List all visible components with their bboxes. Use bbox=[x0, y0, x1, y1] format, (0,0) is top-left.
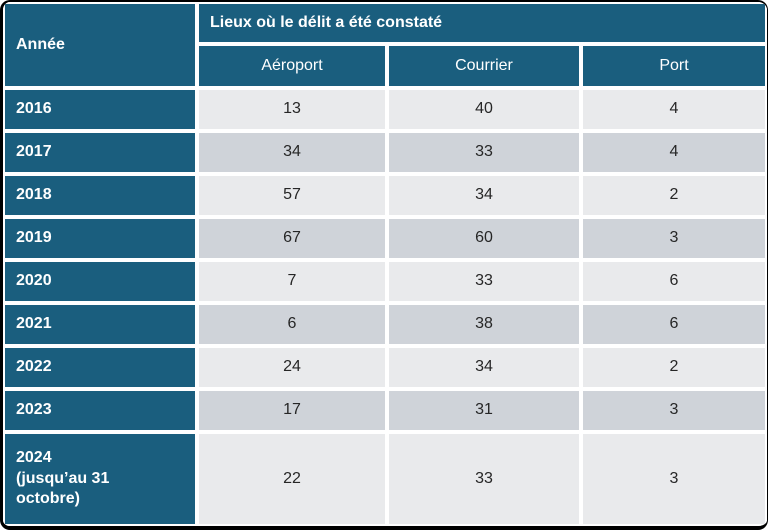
row-header-year: 2022 bbox=[5, 348, 195, 387]
col-header-aeroport: Aéroport bbox=[199, 46, 385, 86]
cell-port: 2 bbox=[583, 348, 765, 387]
cell-aeroport: 24 bbox=[199, 348, 385, 387]
table-row-2018: 2018 57 34 2 bbox=[5, 176, 765, 215]
row-header-year: 2024 (jusqu’au 31 octobre) bbox=[5, 434, 195, 524]
cell-port: 6 bbox=[583, 262, 765, 301]
year-note: (jusqu’au 31 octobre) bbox=[16, 469, 110, 508]
table-row-2021: 2021 6 38 6 bbox=[5, 305, 765, 344]
table-row-2017: 2017 34 33 4 bbox=[5, 133, 765, 172]
row-header-year: 2020 bbox=[5, 262, 195, 301]
cell-courrier: 60 bbox=[389, 219, 579, 258]
col-group-header-lieux: Lieux où le délit a été constaté bbox=[199, 4, 765, 42]
cell-courrier: 40 bbox=[389, 90, 579, 129]
cell-port: 2 bbox=[583, 176, 765, 215]
cell-aeroport: 57 bbox=[199, 176, 385, 215]
col-header-port: Port bbox=[583, 46, 765, 86]
cell-port: 3 bbox=[583, 391, 765, 430]
table-row-2023: 2023 17 31 3 bbox=[5, 391, 765, 430]
cell-port: 4 bbox=[583, 90, 765, 129]
cell-port: 4 bbox=[583, 133, 765, 172]
row-header-year: 2019 bbox=[5, 219, 195, 258]
table-row-2020: 2020 7 33 6 bbox=[5, 262, 765, 301]
cell-aeroport: 34 bbox=[199, 133, 385, 172]
cell-aeroport: 67 bbox=[199, 219, 385, 258]
row-header-year: 2016 bbox=[5, 90, 195, 129]
cell-aeroport: 7 bbox=[199, 262, 385, 301]
cell-port: 3 bbox=[583, 219, 765, 258]
table-row-2019: 2019 67 60 3 bbox=[5, 219, 765, 258]
cell-aeroport: 6 bbox=[199, 305, 385, 344]
cell-port: 6 bbox=[583, 305, 765, 344]
table-row-2024: 2024 (jusqu’au 31 octobre) 22 33 3 bbox=[5, 434, 765, 524]
cell-aeroport: 13 bbox=[199, 90, 385, 129]
cell-aeroport: 17 bbox=[199, 391, 385, 430]
row-header-year: 2023 bbox=[5, 391, 195, 430]
col-header-courrier: Courrier bbox=[389, 46, 579, 86]
col-header-annee: Année bbox=[5, 4, 195, 86]
table-row-2016: 2016 13 40 4 bbox=[5, 90, 765, 129]
cell-courrier: 33 bbox=[389, 262, 579, 301]
header-row-group: Année Lieux où le délit a été constaté bbox=[5, 4, 765, 86]
table-row-2022: 2022 24 34 2 bbox=[5, 348, 765, 387]
row-header-year: 2017 bbox=[5, 133, 195, 172]
cell-courrier: 34 bbox=[389, 348, 579, 387]
row-header-year: 2018 bbox=[5, 176, 195, 215]
cell-aeroport: 22 bbox=[199, 434, 385, 524]
year-label: 2024 bbox=[16, 448, 52, 466]
row-header-year: 2021 bbox=[5, 305, 195, 344]
cell-courrier: 33 bbox=[389, 133, 579, 172]
cell-courrier: 31 bbox=[389, 391, 579, 430]
cell-port: 3 bbox=[583, 434, 765, 524]
header-row-sub: Aéroport Courrier Port bbox=[5, 46, 765, 86]
cell-courrier: 34 bbox=[389, 176, 579, 215]
cell-courrier: 38 bbox=[389, 305, 579, 344]
cell-courrier: 33 bbox=[389, 434, 579, 524]
